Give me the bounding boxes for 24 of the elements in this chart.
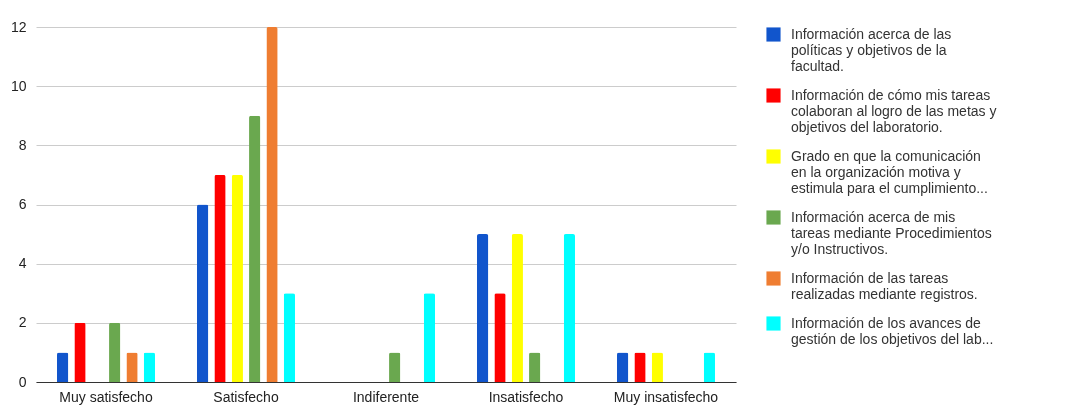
x-tick-label: Muy satisfecho	[59, 388, 153, 405]
y-tick-label: 2	[18, 314, 27, 331]
legend-label: Información de las tareas realizadas mediante registros.	[791, 269, 978, 302]
x-tick-label: Indiferente	[352, 388, 420, 405]
y-tick-label: 4	[18, 255, 27, 272]
legend-label: Información acerca de las políticas y objetivos de la facultad.	[791, 25, 952, 74]
bar	[617, 352, 629, 382]
x-tick-label: Muy insatisfecho	[613, 388, 719, 405]
bar	[143, 352, 155, 382]
legend-label: Grado en que la comunicación en la organización motiva y estimula para el cumplimiento...	[791, 147, 988, 196]
y-tick-label: 12	[10, 18, 27, 35]
legend-label: Información de cómo mis tareas colaboran al logro de las metas y objetivos del laboratorio.	[791, 86, 997, 135]
bar	[57, 352, 69, 382]
y-tick-label: 0	[18, 373, 27, 390]
x-tick-label: Satisfecho	[213, 388, 279, 405]
bar	[477, 234, 489, 382]
y-tick-label: 10	[10, 77, 27, 94]
bar	[423, 293, 435, 382]
legend-label: Información acerca de mis tareas mediante Procedimientos y/o Instructivos.	[791, 208, 992, 257]
y-tick-label: 8	[18, 136, 27, 153]
x-tick-label: Insatisfecho	[488, 388, 564, 405]
legend-label: Información de los avances de gestión de los objetivos del lab...	[791, 314, 994, 347]
bar	[197, 204, 209, 382]
y-tick-label: 6	[18, 196, 27, 212]
